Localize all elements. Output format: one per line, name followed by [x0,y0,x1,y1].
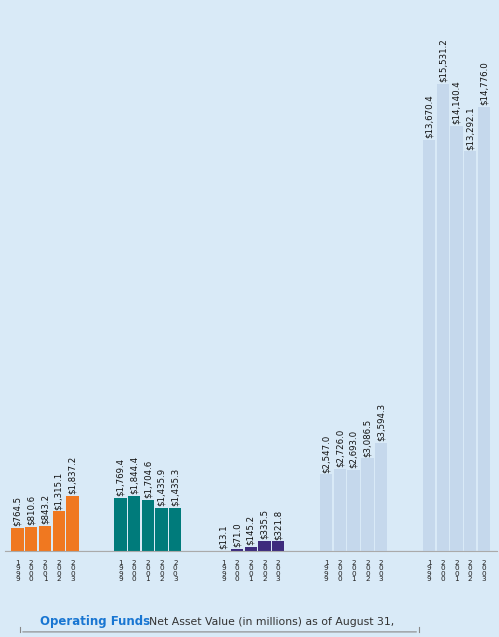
Text: $1,315.1: $1,315.1 [54,471,63,510]
Text: $13.1: $13.1 [219,524,228,549]
Bar [11,528,24,551]
Bar [169,508,182,551]
Text: 2
0
0
2: 2 0 0 2 [56,560,61,582]
Bar [231,549,243,551]
Text: $1,435.9: $1,435.9 [157,468,166,506]
Text: 1
9
9
9: 1 9 9 9 [427,560,431,582]
Text: 2
0
0
0: 2 0 0 0 [235,560,240,582]
Bar [334,469,346,551]
Bar [155,508,168,551]
Text: Operating Funds: Operating Funds [40,615,150,628]
Text: $1,837.2: $1,837.2 [68,456,77,494]
Text: 1
9
9
9: 1 9 9 9 [118,560,123,582]
Text: $321.8: $321.8 [273,510,282,540]
Text: 2
0
0
2: 2 0 0 2 [365,560,370,582]
Bar [450,125,463,551]
Text: Net Asset Value (in millions) as of August 31,: Net Asset Value (in millions) as of Augu… [142,617,395,627]
Text: $145.2: $145.2 [246,515,255,545]
Text: $71.0: $71.0 [233,522,242,547]
Text: $810.6: $810.6 [27,495,36,525]
Bar [128,496,140,551]
Text: $15,531.2: $15,531.2 [438,38,447,82]
Text: $2,547.0: $2,547.0 [322,434,331,473]
Text: $764.5: $764.5 [13,496,22,526]
Text: $2,693.0: $2,693.0 [349,430,358,468]
Bar [437,84,449,551]
Bar [320,475,332,551]
Text: 2
0
0
1: 2 0 0 1 [249,560,253,582]
Text: $2,726.0: $2,726.0 [335,429,344,468]
Bar [361,458,374,551]
Text: 2
0
0
2: 2 0 0 2 [159,560,164,582]
Bar [142,500,154,551]
Bar [66,496,79,551]
Text: 2
0
0
3: 2 0 0 3 [379,560,383,582]
Text: 2
0
0
3: 2 0 0 3 [70,560,75,582]
Text: 2
0
0
2: 2 0 0 2 [262,560,267,582]
Text: 2
0
0
1: 2 0 0 1 [351,560,356,582]
Bar [464,151,477,551]
Bar [114,497,127,551]
Text: $1,769.4: $1,769.4 [116,458,125,496]
Text: 2
0
0
3: 2 0 0 3 [173,560,178,582]
Text: $3,594.3: $3,594.3 [377,403,386,441]
Bar [347,470,360,551]
Bar [423,140,435,551]
Text: $335.5: $335.5 [260,509,269,540]
Text: $14,776.0: $14,776.0 [480,61,489,105]
Text: $3,086.5: $3,086.5 [363,419,372,457]
Text: 1
9
9
9: 1 9 9 9 [15,560,20,582]
Text: 2
0
0
3: 2 0 0 3 [276,560,280,582]
Bar [272,541,284,551]
Text: $1,704.6: $1,704.6 [143,460,152,498]
Bar [39,526,51,551]
Text: 2
0
0
1: 2 0 0 1 [146,560,150,582]
Text: 2
0
0
2: 2 0 0 2 [468,560,473,582]
Text: $1,844.4: $1,844.4 [130,455,139,494]
Text: 2
0
0
1: 2 0 0 1 [43,560,47,582]
Bar [375,443,387,551]
Bar [25,527,37,551]
Text: $13,292.1: $13,292.1 [466,106,475,150]
Text: 2
0
0
0: 2 0 0 0 [29,560,33,582]
Bar [478,106,490,551]
Text: 2
0
0
0: 2 0 0 0 [338,560,342,582]
Text: $14,140.4: $14,140.4 [452,80,461,124]
Text: $1,435.3: $1,435.3 [171,468,180,506]
Text: 1
9
9
9: 1 9 9 9 [221,560,226,582]
Text: 2
0
0
3: 2 0 0 3 [482,560,486,582]
Text: 1
9
9
9: 1 9 9 9 [324,560,328,582]
Text: 2
0
0
0: 2 0 0 0 [441,560,445,582]
Bar [258,541,270,551]
Text: 2
0
0
0: 2 0 0 0 [132,560,136,582]
Bar [52,512,65,551]
Text: $843.2: $843.2 [40,494,49,524]
Text: $13,670.4: $13,670.4 [425,94,434,138]
Bar [245,547,257,551]
Text: 2
0
0
1: 2 0 0 1 [454,560,459,582]
